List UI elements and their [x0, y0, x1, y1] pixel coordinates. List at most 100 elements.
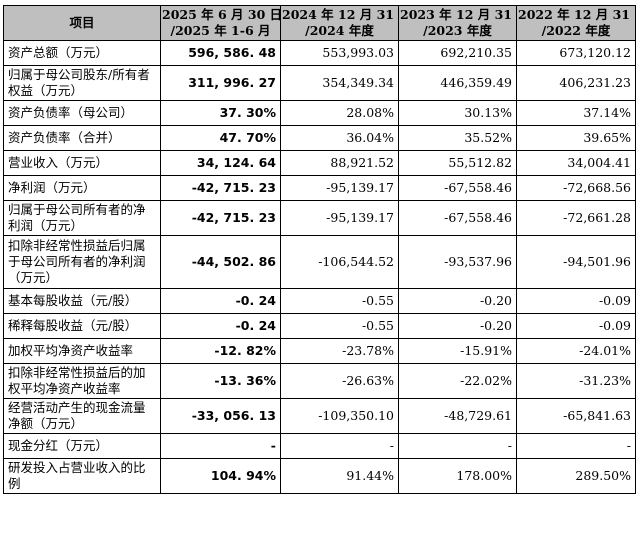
value-cell: -109,350.10: [280, 398, 399, 434]
value-cell: 28.08%: [280, 100, 399, 126]
value-cell: 311, 996. 27: [160, 65, 281, 101]
table-row: 稀释每股收益（元/股） -0. 24 -0.55 -0.20 -0.09: [3, 313, 636, 339]
value-cell: 91.44%: [280, 458, 399, 494]
row-label: 资产负债率（合并）: [3, 125, 161, 151]
value-cell: 34,004.41: [516, 150, 636, 176]
value-cell: -42, 715. 23: [160, 200, 281, 236]
table-row: 资产负债率（合并） 47. 70% 36.04% 35.52% 39.65%: [3, 125, 636, 151]
table-row: 现金分红（万元） - - - -: [3, 433, 636, 459]
header-line1: 2023 年 12 月 31 日: [400, 7, 517, 22]
row-label: 扣除非经常性损益后的加权平均净资产收益率: [3, 363, 161, 399]
header-period-2023: 2023 年 12 月 31 日 /2023 年度: [398, 5, 517, 41]
header-line2: /2022 年度: [541, 23, 611, 38]
value-cell: 39.65%: [516, 125, 636, 151]
table-row: 资产负债率（母公司） 37. 30% 28.08% 30.13% 37.14%: [3, 100, 636, 126]
value-cell: 104. 94%: [160, 458, 281, 494]
table-row: 归属于母公司所有者的净利润（万元） -42, 715. 23 -95,139.1…: [3, 200, 636, 236]
value-cell: 289.50%: [516, 458, 636, 494]
value-cell: 596, 586. 48: [160, 40, 281, 66]
value-cell: -0.55: [280, 313, 399, 339]
value-cell: 37.14%: [516, 100, 636, 126]
value-cell: -0.09: [516, 313, 636, 339]
value-cell: -42, 715. 23: [160, 175, 281, 201]
table-row: 扣除非经常性损益后归属于母公司所有者的净利润（万元） -44, 502. 86 …: [3, 235, 636, 289]
value-cell: 553,993.03: [280, 40, 399, 66]
value-cell: 673,120.12: [516, 40, 636, 66]
value-cell: -0.20: [398, 313, 517, 339]
value-cell: 446,359.49: [398, 65, 517, 101]
header-item: 项目: [3, 5, 161, 41]
value-cell: 34, 124. 64: [160, 150, 281, 176]
value-cell: -72,661.28: [516, 200, 636, 236]
header-item-label: 项目: [69, 15, 95, 30]
value-cell: -0.55: [280, 288, 399, 314]
value-cell: -: [516, 433, 636, 459]
row-label: 资产总额（万元）: [3, 40, 161, 66]
value-cell: -94,501.96: [516, 235, 636, 289]
row-label: 加权平均净资产收益率: [3, 338, 161, 364]
value-cell: -67,558.46: [398, 175, 517, 201]
value-cell: 35.52%: [398, 125, 517, 151]
table-row: 归属于母公司股东/所有者权益（万元） 311, 996. 27 354,349.…: [3, 65, 636, 101]
value-cell: -95,139.17: [280, 200, 399, 236]
header-line2: /2024 年度: [305, 23, 374, 38]
value-cell: -24.01%: [516, 338, 636, 364]
header-line2: /2025 年 1-6 月: [170, 23, 271, 38]
value-cell: -: [398, 433, 517, 459]
row-label: 研发投入占营业收入的比例: [3, 458, 161, 494]
value-cell: 55,512.82: [398, 150, 517, 176]
value-cell: -: [160, 433, 281, 459]
row-label: 稀释每股收益（元/股）: [3, 313, 161, 339]
value-cell: 178.00%: [398, 458, 517, 494]
table-row: 经营活动产生的现金流量净额（万元） -33, 056. 13 -109,350.…: [3, 398, 636, 434]
value-cell: -12. 82%: [160, 338, 281, 364]
row-label: 现金分红（万元）: [3, 433, 161, 459]
value-cell: -26.63%: [280, 363, 399, 399]
value-cell: -23.78%: [280, 338, 399, 364]
table-row: 研发投入占营业收入的比例 104. 94% 91.44% 178.00% 289…: [3, 458, 636, 494]
value-cell: -31.23%: [516, 363, 636, 399]
header-line1: 2022 年 12 月 31 日: [518, 7, 636, 22]
value-cell: 37. 30%: [160, 100, 281, 126]
row-label: 营业收入（万元）: [3, 150, 161, 176]
table-row: 净利润（万元） -42, 715. 23 -95,139.17 -67,558.…: [3, 175, 636, 201]
value-cell: 30.13%: [398, 100, 517, 126]
row-label: 扣除非经常性损益后归属于母公司所有者的净利润（万元）: [3, 235, 161, 289]
value-cell: -95,139.17: [280, 175, 399, 201]
value-cell: 47. 70%: [160, 125, 281, 151]
table-row: 加权平均净资产收益率 -12. 82% -23.78% -15.91% -24.…: [3, 338, 636, 364]
row-label: 归属于母公司所有者的净利润（万元）: [3, 200, 161, 236]
value-cell: -0.09: [516, 288, 636, 314]
value-cell: -0. 24: [160, 313, 281, 339]
row-label: 净利润（万元）: [3, 175, 161, 201]
value-cell: -93,537.96: [398, 235, 517, 289]
value-cell: -13. 36%: [160, 363, 281, 399]
table-row: 资产总额（万元） 596, 586. 48 553,993.03 692,210…: [3, 40, 636, 66]
value-cell: -67,558.46: [398, 200, 517, 236]
value-cell: 406,231.23: [516, 65, 636, 101]
value-cell: 692,210.35: [398, 40, 517, 66]
value-cell: 36.04%: [280, 125, 399, 151]
value-cell: -65,841.63: [516, 398, 636, 434]
value-cell: -48,729.61: [398, 398, 517, 434]
header-line2: /2023 年度: [423, 23, 492, 38]
row-label: 经营活动产生的现金流量净额（万元）: [3, 398, 161, 434]
header-period-2022: 2022 年 12 月 31 日 /2022 年度: [516, 5, 636, 41]
value-cell: 88,921.52: [280, 150, 399, 176]
row-label: 资产负债率（母公司）: [3, 100, 161, 126]
value-cell: 354,349.34: [280, 65, 399, 101]
header-row: 项目 2025 年 6 月 30 日 /2025 年 1-6 月 2024 年 …: [3, 5, 636, 41]
value-cell: -0.20: [398, 288, 517, 314]
header-period-2025h1: 2025 年 6 月 30 日 /2025 年 1-6 月: [160, 5, 281, 41]
value-cell: -72,668.56: [516, 175, 636, 201]
header-line1: 2025 年 6 月 30 日: [162, 7, 281, 22]
table-row: 营业收入（万元） 34, 124. 64 88,921.52 55,512.82…: [3, 150, 636, 176]
table-row: 基本每股收益（元/股） -0. 24 -0.55 -0.20 -0.09: [3, 288, 636, 314]
value-cell: -22.02%: [398, 363, 517, 399]
row-label: 归属于母公司股东/所有者权益（万元）: [3, 65, 161, 101]
value-cell: -33, 056. 13: [160, 398, 281, 434]
table-row: 扣除非经常性损益后的加权平均净资产收益率 -13. 36% -26.63% -2…: [3, 363, 636, 399]
value-cell: -0. 24: [160, 288, 281, 314]
row-label: 基本每股收益（元/股）: [3, 288, 161, 314]
value-cell: -: [280, 433, 399, 459]
